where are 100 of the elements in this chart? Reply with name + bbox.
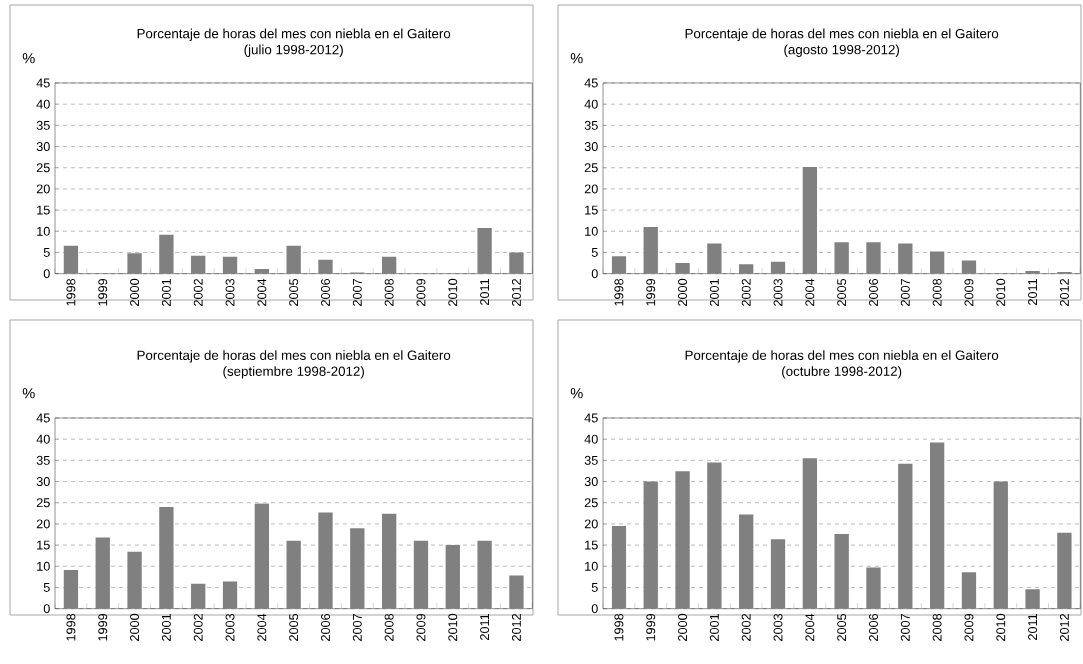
x-tick-label: 1999 — [98, 613, 108, 641]
y-tick-label: 30 — [36, 477, 50, 487]
x-tick-label: 2011 — [480, 613, 490, 640]
x-tick-label: 1998 — [614, 278, 624, 306]
x-tick-label: 2002 — [193, 613, 203, 641]
bar — [739, 264, 754, 274]
bar — [675, 471, 690, 609]
x-tick-label: 2003 — [225, 278, 235, 306]
y-tick-label: 0 — [591, 269, 598, 279]
x-tick-label: 2005 — [837, 613, 847, 641]
x-tick-label: 2006 — [321, 613, 330, 641]
bar — [611, 256, 627, 274]
y-tick-label: 40 — [584, 99, 598, 109]
x-tick-label: 2006 — [869, 278, 878, 306]
chart-title: Porcentaje de horas del mes con niebla en el Gaitero — [137, 350, 451, 363]
y-tick-label: 10 — [585, 226, 598, 236]
bar — [318, 512, 333, 609]
x-tick-label: 2012 — [1059, 613, 1069, 641]
x-tick-label: 2000 — [678, 613, 688, 641]
x-tick-label: 2003 — [773, 613, 783, 641]
x-tick-label: 2011 — [1028, 278, 1038, 305]
bar — [866, 242, 881, 274]
x-tick-label: 2009 — [416, 278, 426, 306]
x-tick-label: 2012 — [511, 613, 521, 641]
y-tick-label: 20 — [36, 184, 50, 194]
y-tick-label: 20 — [584, 519, 598, 529]
chart-title: Porcentaje de horas del mes con niebla en el Gaitero — [685, 28, 999, 41]
y-tick-label: 40 — [584, 434, 598, 444]
x-tick-label: 2010 — [996, 613, 1006, 641]
y-tick-label: 5 — [43, 583, 50, 592]
bar — [318, 259, 333, 274]
y-axis-title: % — [570, 388, 583, 399]
x-tick-label: 2009 — [964, 278, 974, 306]
y-tick-label: 15 — [585, 205, 598, 215]
x-tick-label: 2007 — [352, 278, 362, 306]
y-tick-label: 25 — [584, 498, 598, 508]
x-tick-label: 1998 — [66, 278, 76, 306]
x-tick-label: 2004 — [805, 613, 815, 641]
bar — [191, 255, 206, 274]
y-tick-label: 35 — [36, 455, 50, 465]
x-tick-label: 2008 — [384, 613, 394, 641]
x-tick-label: 2005 — [289, 278, 299, 306]
bar — [509, 575, 524, 609]
x-tick-label: 2001 — [709, 278, 719, 306]
y-tick-label: 30 — [584, 477, 598, 487]
y-tick-label: 25 — [36, 498, 50, 508]
x-tick-label: 1999 — [646, 613, 656, 641]
y-tick-label: 5 — [43, 248, 50, 257]
y-tick-label: 30 — [584, 142, 598, 152]
x-tick-label: 2008 — [932, 278, 942, 306]
x-tick-label: 2002 — [193, 278, 203, 306]
x-tick-label: 2005 — [837, 278, 847, 306]
x-tick-label: 2006 — [321, 278, 330, 306]
bar — [675, 263, 690, 274]
y-tick-label: 15 — [585, 540, 598, 550]
x-tick-label: 2001 — [161, 278, 171, 306]
chart-subtitle: (septiembre 1998-2012) — [223, 366, 364, 379]
y-tick-label: 0 — [43, 269, 50, 279]
x-tick-label: 2011 — [480, 278, 490, 305]
x-tick-label: 2004 — [257, 278, 267, 306]
y-tick-label: 15 — [37, 205, 50, 215]
x-tick-label: 2009 — [964, 613, 974, 641]
y-tick-label: 20 — [36, 519, 50, 529]
y-tick-label: 0 — [43, 604, 50, 614]
x-tick-label: 2008 — [932, 613, 942, 641]
x-tick-label: 2010 — [996, 278, 1006, 306]
y-tick-label: 15 — [37, 540, 50, 550]
x-tick-label: 2007 — [900, 278, 910, 306]
y-tick-label: 40 — [36, 99, 50, 109]
x-tick-label: 1999 — [98, 278, 108, 306]
x-tick-label: 2002 — [741, 613, 751, 641]
x-tick-label: 2010 — [448, 613, 458, 641]
x-tick-label: 2012 — [1059, 278, 1069, 306]
x-tick-label: 2007 — [352, 613, 362, 641]
chart-subtitle: (julio 1998-2012) — [244, 44, 343, 57]
y-tick-label: 10 — [37, 226, 50, 236]
bar — [509, 252, 524, 274]
y-tick-label: 40 — [36, 434, 50, 444]
chart-title: Porcentaje de horas del mes con niebla en el Gaitero — [685, 350, 999, 363]
x-tick-label: 2000 — [130, 613, 140, 641]
x-tick-label: 2006 — [869, 613, 878, 641]
x-tick-label: 2011 — [1028, 613, 1038, 640]
x-tick-label: 2005 — [289, 613, 299, 641]
x-tick-label: 2003 — [773, 278, 783, 306]
y-tick-label: 20 — [584, 184, 598, 194]
bar — [127, 551, 142, 609]
x-tick-label: 2004 — [805, 278, 815, 306]
y-tick-label: 5 — [591, 583, 598, 592]
y-tick-label: 35 — [584, 455, 598, 465]
bar — [381, 256, 397, 274]
x-tick-label: 2001 — [709, 613, 719, 641]
x-tick-label: 2008 — [384, 278, 394, 306]
x-tick-label: 2002 — [741, 278, 751, 306]
y-tick-label: 45 — [584, 413, 598, 423]
x-tick-label: 1998 — [66, 613, 76, 641]
x-tick-label: 2009 — [416, 613, 426, 641]
y-tick-label: 30 — [36, 142, 50, 152]
chart-subtitle: (agosto 1998-2012) — [784, 44, 899, 57]
x-tick-label: 2001 — [161, 613, 171, 641]
y-tick-label: 25 — [36, 163, 50, 173]
